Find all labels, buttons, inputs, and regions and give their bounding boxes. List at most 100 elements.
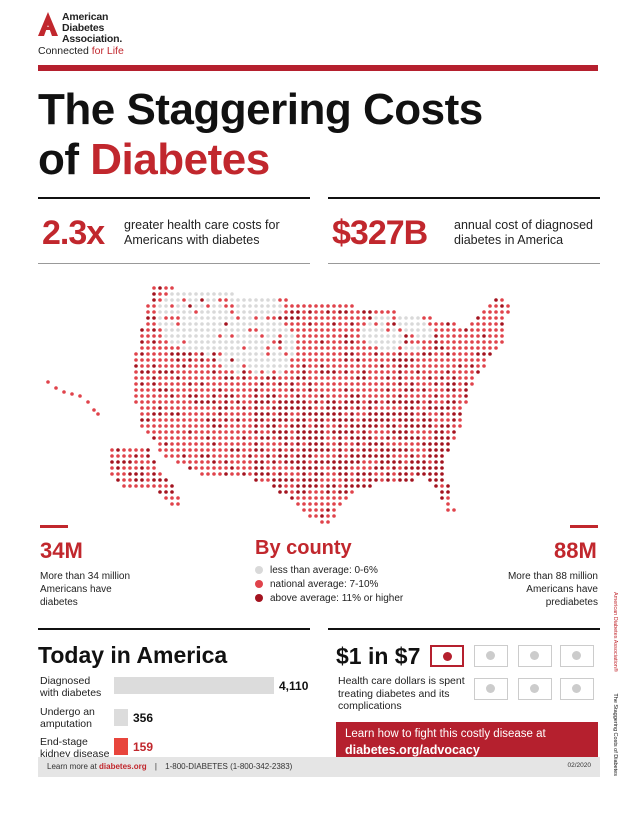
county-dot <box>266 442 270 446</box>
county-dot <box>434 376 438 380</box>
county-dot <box>314 406 318 410</box>
county-dot <box>242 370 246 374</box>
county-dot <box>470 358 474 362</box>
county-dot <box>158 310 162 314</box>
county-dot <box>140 394 144 398</box>
county-dot <box>140 352 144 356</box>
accent-tick <box>40 525 68 528</box>
county-dot <box>290 496 294 500</box>
county-dot <box>266 478 270 482</box>
county-dot <box>176 454 180 458</box>
county-dot <box>218 418 222 422</box>
county-dot <box>476 340 480 344</box>
county-dot <box>404 346 408 350</box>
county-dot <box>434 346 438 350</box>
county-dot <box>392 394 396 398</box>
county-dot <box>332 436 336 440</box>
county-dot <box>194 310 198 314</box>
county-dot <box>308 454 312 458</box>
stat-diabetes-count: 34M <box>40 538 83 563</box>
county-dot <box>332 376 336 380</box>
county-dot <box>362 472 366 476</box>
county-dot <box>146 334 150 338</box>
county-dot <box>194 346 198 350</box>
county-dot <box>338 340 342 344</box>
county-dot <box>254 358 258 362</box>
county-dot <box>350 412 354 416</box>
county-dot <box>392 382 396 386</box>
county-dot <box>380 400 384 404</box>
county-dot <box>338 484 342 488</box>
county-dot <box>308 394 312 398</box>
legend-label: above average: 11% or higher <box>270 593 404 604</box>
county-dot <box>290 370 294 374</box>
county-dot <box>224 394 228 398</box>
county-dot <box>296 478 300 482</box>
county-dot <box>152 340 156 344</box>
county-dot <box>302 454 306 458</box>
county-dot <box>392 388 396 392</box>
county-dot <box>416 442 420 446</box>
county-dot <box>440 448 444 452</box>
county-dot <box>404 316 408 320</box>
county-dot <box>446 424 450 428</box>
county-dot <box>470 376 474 380</box>
county-dot <box>188 298 192 302</box>
county-dot <box>146 400 150 404</box>
county-dot <box>170 382 174 386</box>
footer-site-link[interactable]: diabetes.org <box>99 762 147 771</box>
county-dot <box>158 394 162 398</box>
county-dot <box>224 436 228 440</box>
county-dot <box>344 304 348 308</box>
county-dot <box>242 340 246 344</box>
text-line: Undergo an <box>40 706 95 718</box>
county-dot <box>194 322 198 326</box>
county-dot <box>356 382 360 386</box>
county-dot <box>302 364 306 368</box>
bar-value-amputation: 356 <box>133 711 154 725</box>
county-dot <box>452 400 456 404</box>
county-dot <box>404 460 408 464</box>
county-dot <box>290 316 294 320</box>
county-dot <box>188 424 192 428</box>
county-dot <box>470 364 474 368</box>
stat-text-line: annual cost of diagnosed <box>454 218 593 232</box>
county-dot <box>152 412 156 416</box>
county-dot <box>368 424 372 428</box>
county-dot <box>374 436 378 440</box>
county-dot <box>470 334 474 338</box>
county-dot <box>434 478 438 482</box>
county-dot <box>164 376 168 380</box>
county-dot <box>158 400 162 404</box>
county-dot <box>158 406 162 410</box>
county-dot <box>320 484 324 488</box>
county-dot <box>158 424 162 428</box>
county-dot <box>284 442 288 446</box>
county-dot <box>194 376 198 380</box>
county-dot <box>410 424 414 428</box>
county-dot <box>296 394 300 398</box>
county-dot <box>224 298 228 302</box>
county-dot <box>230 358 234 362</box>
county-dot <box>398 394 402 398</box>
county-dot <box>500 334 504 338</box>
county-dot <box>296 388 300 392</box>
county-dot <box>440 394 444 398</box>
county-dot <box>356 430 360 434</box>
county-dot <box>452 412 456 416</box>
county-dot <box>380 424 384 428</box>
county-dot <box>146 358 150 362</box>
county-dot <box>440 340 444 344</box>
county-dot <box>236 376 240 380</box>
county-dot <box>338 424 342 428</box>
county-dot <box>374 388 378 392</box>
county-dot <box>314 388 318 392</box>
county-dot <box>314 316 318 320</box>
county-dot <box>410 322 414 326</box>
cta-link[interactable]: diabetes.org/advocacy <box>345 743 480 757</box>
county-dot <box>440 496 444 500</box>
county-dot <box>494 298 498 302</box>
county-dot <box>212 448 216 452</box>
county-dot <box>218 310 222 314</box>
county-dot <box>440 478 444 482</box>
